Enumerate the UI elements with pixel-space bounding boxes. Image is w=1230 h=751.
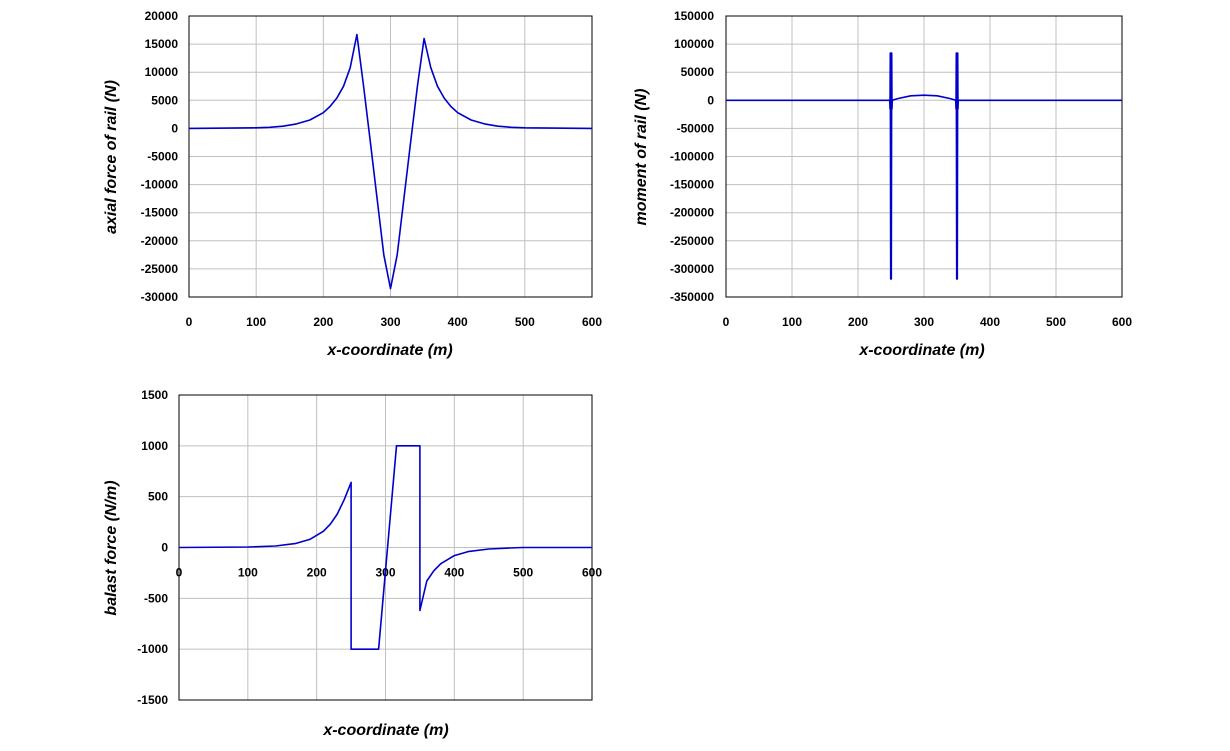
y-axis-title: axial force of rail (N) (103, 80, 120, 234)
x-tick-label: 600 (1112, 315, 1132, 329)
y-tick-label: 1500 (141, 388, 168, 402)
x-axis-title: x-coordinate (m) (326, 342, 452, 359)
y-tick-label: -350000 (670, 290, 714, 304)
x-tick-label: 200 (307, 566, 327, 580)
x-axis-title: x-coordinate (m) (322, 722, 448, 739)
x-tick-label: 100 (782, 315, 802, 329)
x-tick-label: 500 (1046, 315, 1066, 329)
y-axis-title: balast force (N/m) (103, 480, 120, 615)
x-tick-label: 600 (582, 566, 602, 580)
y-tick-label: 150000 (674, 9, 714, 23)
y-tick-label: -25000 (141, 262, 179, 276)
y-tick-label: -250000 (670, 234, 714, 248)
x-tick-label: 0 (723, 315, 730, 329)
chart-panel-1: 20000150001000050000-5000-10000-15000-20… (103, 9, 602, 359)
y-tick-label: -50000 (677, 121, 715, 135)
x-tick-label: 400 (444, 566, 464, 580)
y-tick-label: 0 (707, 93, 714, 107)
x-tick-label: 500 (515, 315, 535, 329)
y-tick-label: 0 (171, 121, 178, 135)
series-line (726, 52, 1122, 280)
y-tick-label: 500 (148, 490, 168, 504)
y-tick-label: 50000 (681, 65, 715, 79)
x-tick-label: 400 (980, 315, 1000, 329)
plot-area-frame (188, 15, 593, 298)
x-tick-label: 600 (582, 315, 602, 329)
y-tick-label: 20000 (145, 9, 179, 23)
x-tick-label: 500 (513, 566, 533, 580)
y-tick-label: 5000 (151, 93, 178, 107)
x-tick-label: 200 (313, 315, 333, 329)
y-tick-label: -1500 (137, 693, 168, 707)
x-tick-label: 100 (246, 315, 266, 329)
y-tick-label: -300000 (670, 262, 714, 276)
y-tick-label: -10000 (141, 178, 179, 192)
y-axis-title: moment of rail (N) (633, 89, 650, 226)
series-line (178, 444, 592, 651)
x-tick-label: 300 (380, 315, 400, 329)
y-tick-label: 1000 (141, 439, 168, 453)
plot-area-frame (725, 15, 1123, 298)
y-tick-label: -30000 (141, 290, 179, 304)
x-tick-label: 0 (186, 315, 193, 329)
y-tick-label: -200000 (670, 206, 714, 220)
x-tick-label: 300 (914, 315, 934, 329)
y-tick-label: -1000 (137, 642, 168, 656)
y-tick-label: -5000 (147, 150, 178, 164)
y-tick-label: -100000 (670, 150, 714, 164)
y-tick-label: 0 (161, 541, 168, 555)
y-tick-label: -150000 (670, 178, 714, 192)
chart-panel-2: 150000 100000 50000 0 -50000 -100000 -150000 -2… (633, 9, 1132, 359)
y-tick-label: 100000 (674, 37, 714, 51)
y-tick-label: -20000 (141, 234, 179, 248)
y-tick-label: 10000 (145, 65, 179, 79)
series-line (188, 33, 593, 290)
x-tick-label: 200 (848, 315, 868, 329)
y-tick-label: -500 (144, 591, 168, 605)
x-tick-label: 100 (238, 566, 258, 580)
x-tick-label: 400 (448, 315, 468, 329)
y-tick-label: 15000 (145, 37, 179, 51)
x-axis-title: x-coordinate (m) (858, 342, 984, 359)
x-tick-label: 0 (176, 566, 183, 580)
y-tick-label: -15000 (141, 206, 179, 220)
